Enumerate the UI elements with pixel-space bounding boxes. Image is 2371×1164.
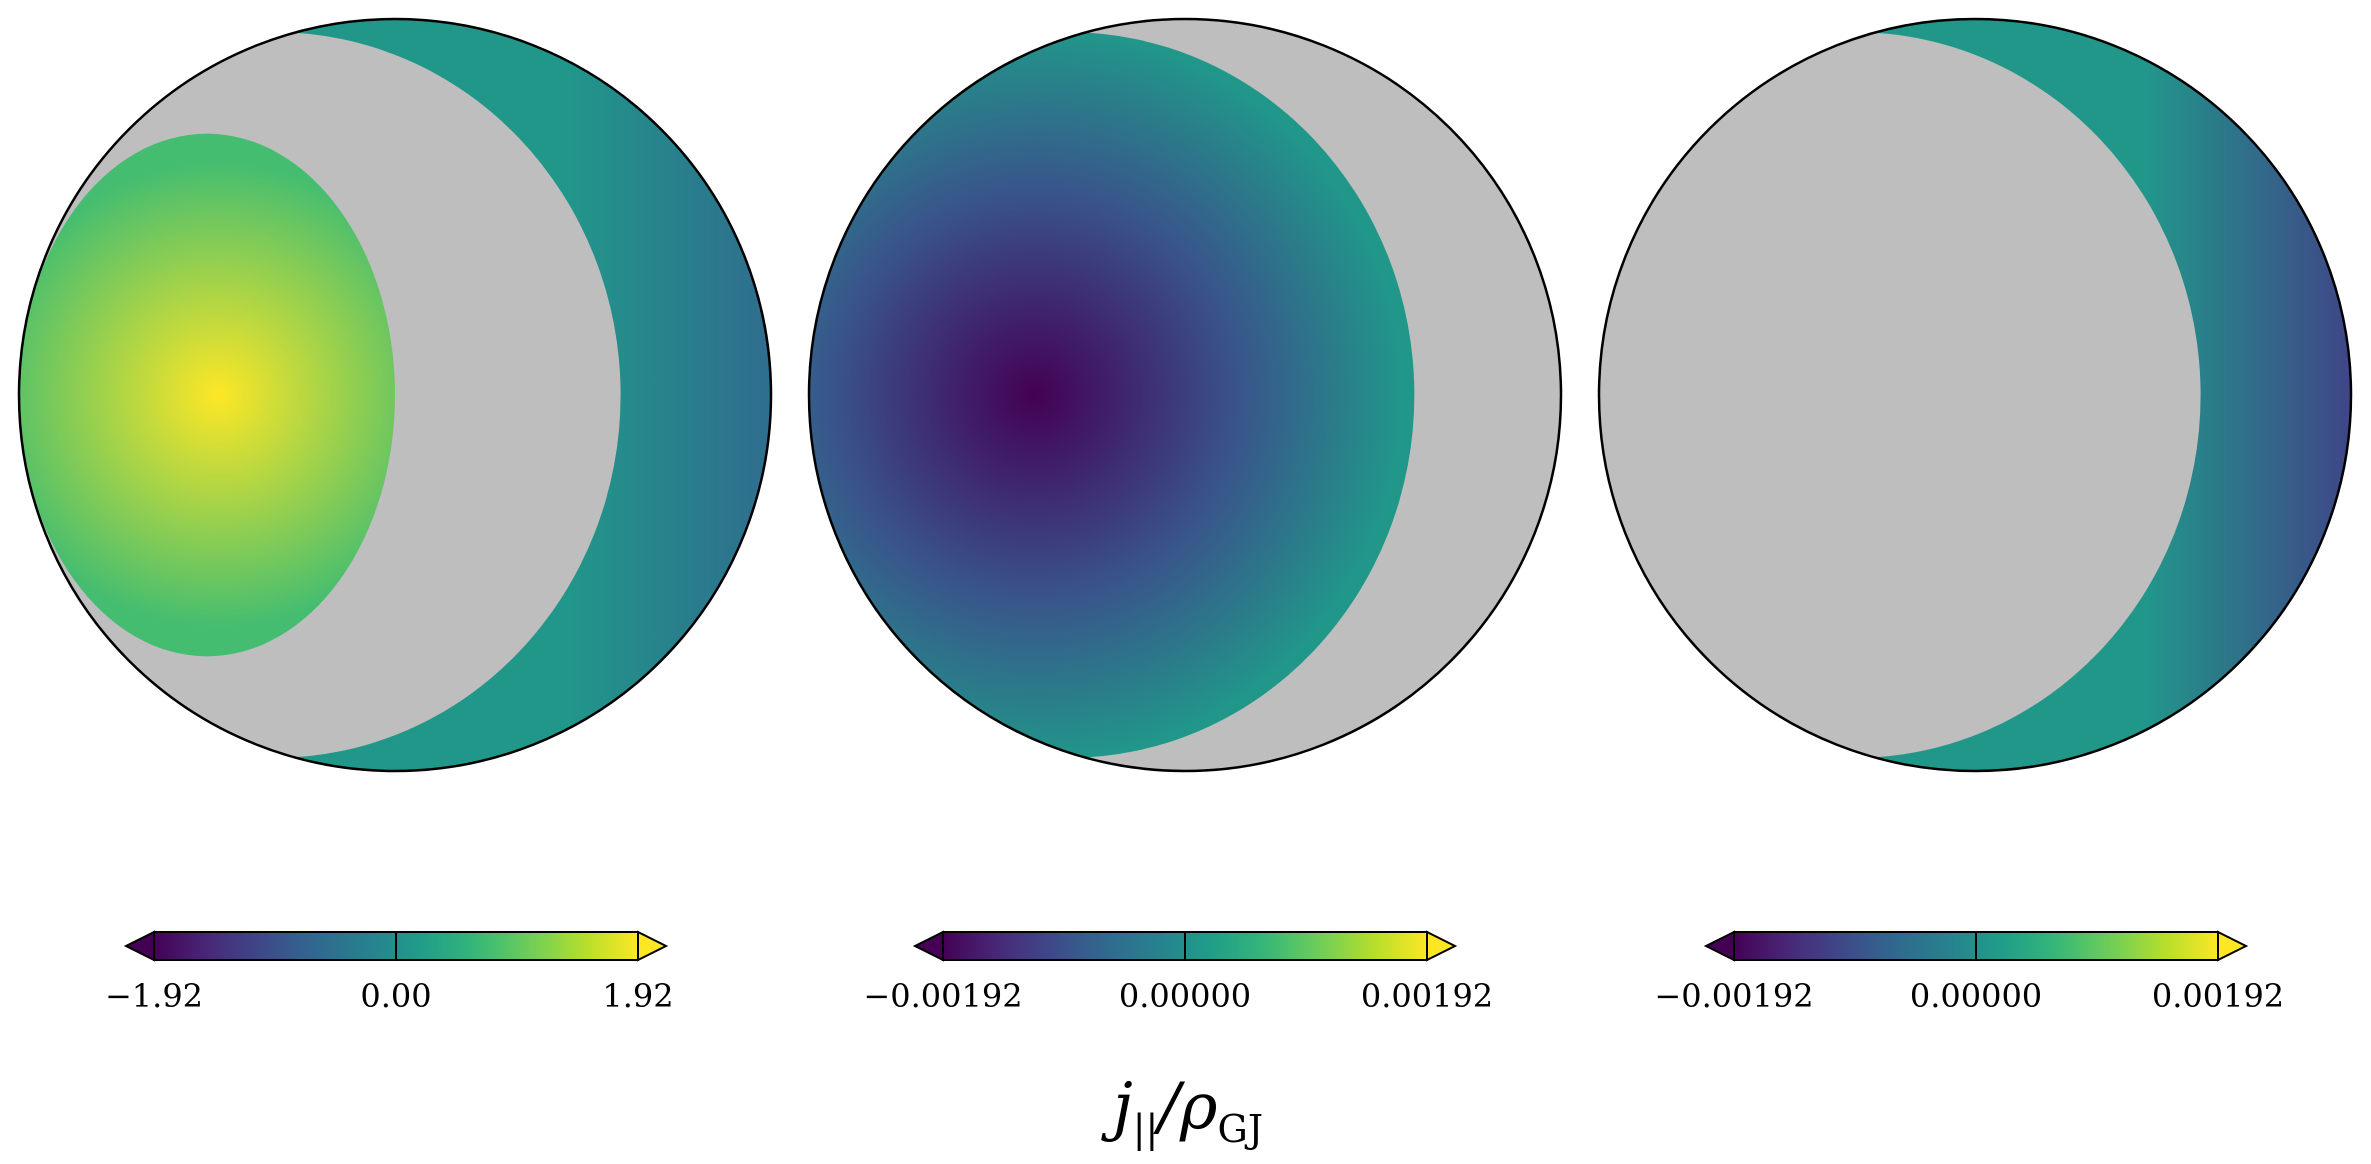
sphere-outline bbox=[807, 17, 1563, 773]
colorbar-extend-max bbox=[637, 930, 669, 962]
polar-cap-field bbox=[19, 133, 395, 657]
colorbar-tick-label: 0.00000 bbox=[1910, 977, 2042, 1015]
label-sub: || bbox=[1133, 1107, 1159, 1151]
label-sep: /ρ bbox=[1152, 1070, 1218, 1144]
label-main: j bbox=[1101, 1070, 1133, 1144]
colorbar-tick-label: 0.00 bbox=[360, 977, 431, 1015]
colorbar-tick-label: −1.92 bbox=[105, 977, 203, 1015]
colorbar-tick-label: 0.00192 bbox=[1361, 977, 1493, 1015]
label-sub2: GJ bbox=[1218, 1107, 1264, 1151]
sphere-outline bbox=[17, 17, 773, 773]
colorbar-middle: −0.00192 0.00000 0.00192 bbox=[863, 930, 1493, 1015]
panel-middle-sphere bbox=[807, 17, 1563, 773]
colorbar-tick-label: −0.00192 bbox=[863, 977, 1022, 1015]
colorbar-extend-max bbox=[2217, 930, 2249, 962]
panel-left-sphere bbox=[17, 17, 773, 773]
masked-gap bbox=[1599, 32, 2201, 758]
colorbar-tick-label: 1.92 bbox=[602, 977, 673, 1015]
sphere-outline bbox=[1597, 17, 2353, 773]
inner-region-field bbox=[809, 32, 1415, 758]
colorbar-tick-label: 0.00192 bbox=[2152, 977, 2284, 1015]
shared-axis-title: j||/ρGJ bbox=[1101, 1070, 1263, 1151]
panel-right-sphere bbox=[1597, 17, 2353, 773]
colorbar-right: −0.00192 0.00000 0.00192 bbox=[1654, 930, 2284, 1015]
colorbar-tick-label: 0.00000 bbox=[1119, 977, 1251, 1015]
colorbar-extend-min bbox=[912, 930, 944, 962]
colorbar-extend-min bbox=[1703, 930, 1735, 962]
colorbar-left: −1.92 0.00 1.92 bbox=[105, 930, 674, 1015]
colorbar-tick-label: −0.00192 bbox=[1654, 977, 1813, 1015]
colorbar-extend-max bbox=[1426, 930, 1458, 962]
colorbar-extend-min bbox=[123, 930, 155, 962]
